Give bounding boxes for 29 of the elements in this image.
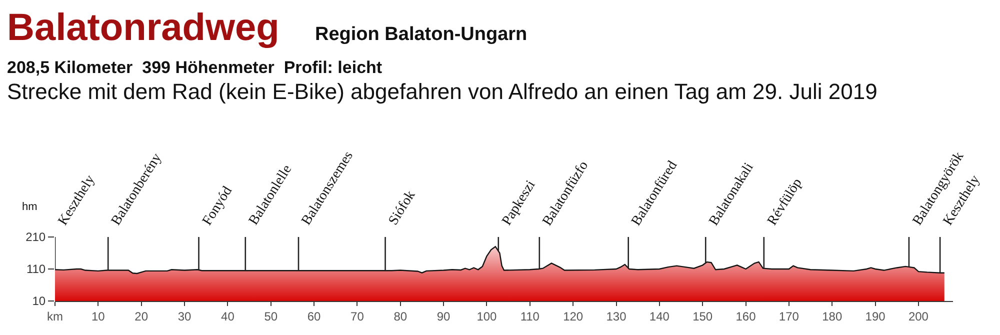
x-tick-label: 70 [350, 309, 364, 324]
x-tick-label: 110 [520, 309, 540, 324]
text: Strecke mit dem Rad (kein E-Bike) abgefahren von Alfredo an einen Tag am 29. Juli 2019 [7, 79, 878, 104]
x-tick-label: 20 [134, 309, 148, 324]
x-tick-label: 80 [394, 309, 408, 324]
y-tick-label: 210 [26, 230, 46, 244]
y-tick-label: 10 [32, 294, 46, 308]
x-tick-label: 30 [178, 309, 192, 324]
x-tick-label: 90 [436, 309, 451, 324]
y-axis-title: hm [22, 201, 38, 213]
x-tick-label: 100 [476, 309, 498, 324]
chart-subtitle: Region Balaton-Ungarn [315, 24, 528, 45]
x-tick-label: 10 [91, 309, 106, 324]
x-tick-label: 180 [822, 309, 842, 324]
x-tick-label: 130 [606, 309, 627, 324]
chart-title: Balatonradweg [7, 7, 280, 49]
x-tick-label: 170 [778, 309, 800, 324]
x-tick-label: 40 [221, 309, 235, 324]
y-tick-label: 110 [26, 262, 46, 276]
x-tick-label: 150 [692, 309, 713, 324]
text: 208,5 Kilometer 399 Höhenmeter Profil: leicht [7, 58, 382, 77]
x-tick-label: km [47, 309, 63, 324]
x-tick-label: 190 [865, 309, 886, 324]
x-tick-label: 60 [307, 309, 322, 324]
x-tick-label: 50 [264, 309, 278, 324]
x-tick-label: 160 [736, 309, 756, 324]
x-tick-label: 140 [649, 309, 670, 324]
x-tick-label: 200 [908, 309, 929, 324]
x-tick-label: 120 [563, 309, 584, 324]
